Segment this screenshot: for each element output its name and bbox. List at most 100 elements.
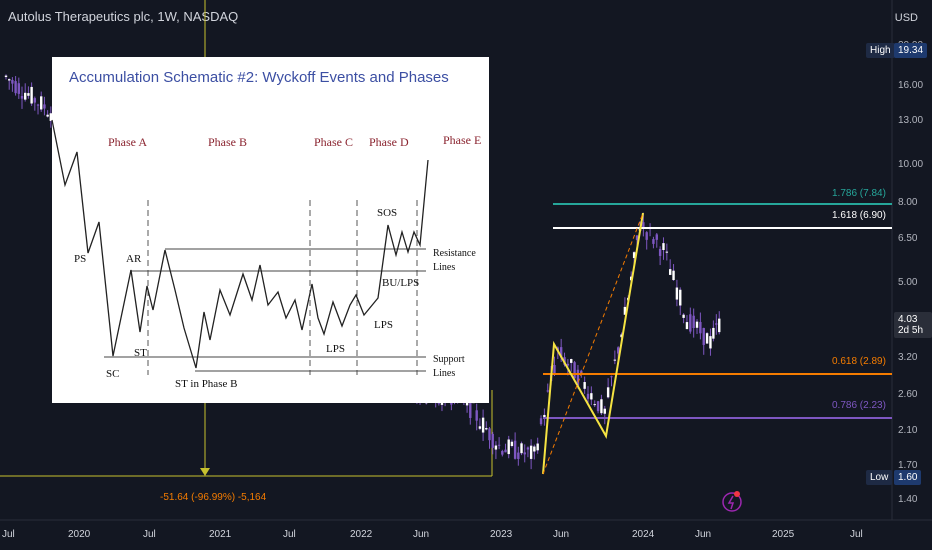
fib-label-1618: 1.618 (6.90) [832,210,886,221]
candle-body [526,447,530,450]
zigzag-drawing[interactable] [542,212,644,475]
candle-body [566,363,570,366]
candle-body [40,96,43,110]
chart-title: Autolus Therapeutics plc, 1W, NASDAQ [8,9,239,24]
price-tick: 8.00 [898,197,918,208]
candle-body [529,445,533,459]
candle-body [513,440,517,459]
phase-a-label: Phase A [108,135,147,149]
candle-body [27,93,30,96]
candle-body [610,376,613,378]
candle-body [695,321,699,328]
candle-body [685,322,689,330]
candle-body [485,428,488,430]
low-label: Low [866,470,893,485]
event-bu-lps: BU/LPS [382,277,419,289]
time-tick: 2025 [772,529,795,540]
current-price-badge[interactable]: 4.03 2d 5h [894,312,932,338]
candle-body [596,401,600,412]
candle-body [593,404,596,406]
candle-body [20,95,24,99]
time-axis[interactable]: Jul 2020 Jul 2021 Jul 2022 Jun 2023 Jun … [2,529,863,540]
candle-body [635,235,639,241]
time-tick: Jul [143,529,156,540]
time-tick: Jun [695,529,711,540]
candle-body [8,79,11,81]
price-tick: 5.00 [898,277,918,288]
candle-body [672,270,675,281]
candle-body [43,104,46,109]
candle-body [507,439,510,455]
phase-c-label: Phase C [314,135,353,149]
candle-body [14,81,17,94]
candle-body [606,387,610,398]
fib-label-0618: 0.618 (2.89) [832,356,886,367]
price-tick: 6.50 [898,233,918,244]
price-tick: 1.40 [898,494,918,505]
schematic-price-path [51,119,429,369]
event-sos: SOS [377,207,397,219]
schematic-title: Accumulation Schematic #2: Wyckoff Event… [69,69,449,86]
phase-b-label: Phase B [208,135,247,149]
candle-body [699,322,702,334]
time-tick: 2022 [350,529,373,540]
trend-dashed-line[interactable] [542,212,644,475]
candle-body [655,234,658,240]
candle-body [620,334,623,338]
time-tick: 2021 [209,529,232,540]
resistance-lines-label: Lines [433,262,455,273]
schematic-panel [52,57,489,403]
candle-body [33,98,37,103]
candle-body [665,251,669,253]
candle-body [49,113,53,121]
candle-body [679,289,682,306]
candle-body [523,452,526,455]
candle-body [46,114,49,117]
resistance-label: Resistance [433,248,476,259]
price-tick: 2.10 [898,425,918,436]
support-lines-label: Lines [433,368,455,379]
low-value: 1.60 [894,470,922,485]
candle-body [517,452,520,459]
candle-body [536,443,539,451]
time-tick: Jul [850,529,863,540]
candle-body [616,347,620,354]
measure-label: -51.64 (-96.99%) -5,164 [160,492,267,503]
time-tick: 2020 [68,529,91,540]
candle-body [504,449,507,453]
time-tick: Jul [2,529,15,540]
candle-body [689,314,692,332]
event-sc: SC [106,368,119,380]
measure-arrow [200,468,210,476]
high-value: 19.34 [894,43,928,58]
candle-body [702,328,705,345]
price-tick: 1.70 [898,460,918,471]
candle-body [475,410,478,421]
candle-body [675,287,679,300]
candle-body [576,369,580,386]
candle-body [501,450,504,455]
price-tick: 16.00 [898,80,923,91]
candle-body [478,426,482,429]
candle-body [600,399,603,414]
candle-body [36,104,40,106]
candle-body [497,444,501,446]
candle-body [658,248,662,256]
price-tick: 10.00 [898,159,923,170]
candle-body [4,75,8,78]
candle-body [715,323,718,325]
candle-body [469,397,472,418]
price-axis[interactable]: 20.00 16.00 13.00 10.00 8.00 6.50 5.00 3… [898,40,923,505]
bar-countdown: 2d 5h [898,325,924,336]
candle-body [494,445,498,450]
currency-label[interactable]: USD [894,12,918,24]
candle-body [510,441,514,447]
candle-body [662,243,665,251]
candle-body [682,314,685,318]
candle-body [546,390,549,392]
candle-body [481,417,485,433]
event-ar: AR [126,253,142,265]
candle-body [491,433,494,448]
alert-icon[interactable] [722,491,742,512]
